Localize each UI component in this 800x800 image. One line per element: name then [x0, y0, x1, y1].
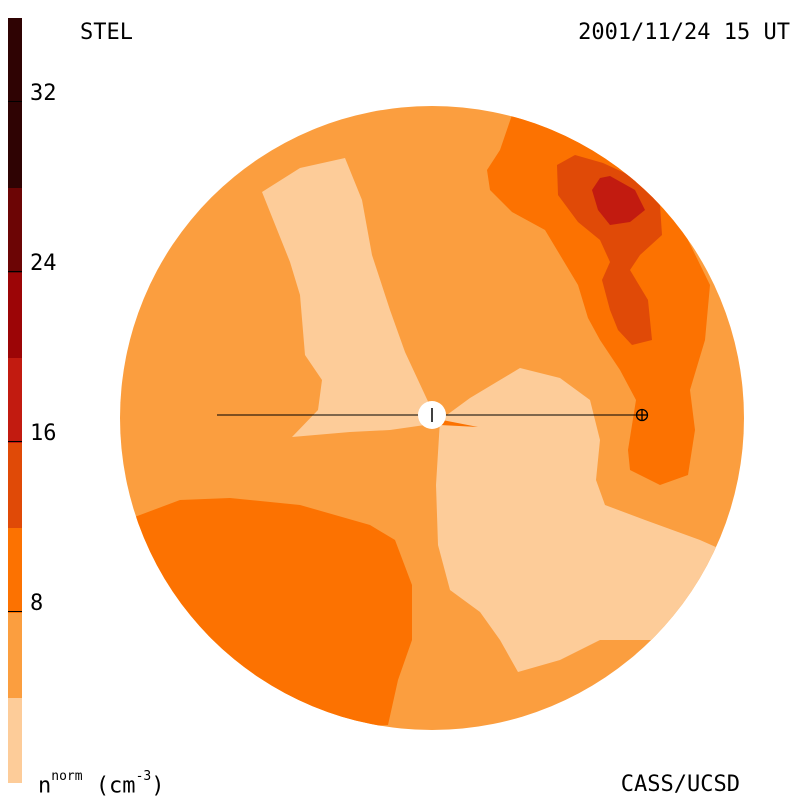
colorbar-band-0-4 — [8, 698, 22, 783]
instrument-label: STEL — [80, 20, 133, 45]
tick-line-8 — [8, 611, 22, 612]
tick-line-24 — [8, 271, 22, 272]
colorbar-band-28-36 — [8, 18, 22, 188]
unit-sup: norm — [51, 769, 83, 784]
unit-label: nnorm (cm-3) — [38, 770, 165, 799]
unit-close: ) — [151, 773, 165, 799]
datetime-label: 2001/11/24 15 UT — [578, 20, 790, 45]
colorbar-band-4-8 — [8, 613, 22, 698]
colorbar-band-12-16 — [8, 443, 22, 528]
tick-line-32 — [8, 101, 22, 102]
tick-label-32: 32 — [30, 81, 57, 106]
colorbar-band-24-28 — [8, 188, 22, 273]
colorbar-band-16-20 — [8, 358, 22, 443]
colorbar — [8, 18, 22, 783]
low-density-region-lower — [436, 368, 744, 700]
earth-icon — [635, 408, 649, 422]
tick-label-16: 16 — [30, 421, 57, 446]
low-density-region-upper — [262, 158, 432, 437]
credit-label: CASS/UCSD — [620, 772, 740, 797]
unit-base: n — [38, 773, 52, 799]
colorbar-band-8-12 — [8, 528, 22, 613]
peak-density-region — [592, 176, 645, 225]
colorbar-band-20-24 — [8, 273, 22, 358]
medium-density-region-lower-left — [120, 498, 412, 730]
unit-exp: -3 — [135, 769, 152, 784]
tick-label-24: 24 — [30, 251, 57, 276]
unit-paren: (cm — [95, 773, 136, 799]
tick-label-8: 8 — [30, 591, 44, 616]
tick-line-16 — [8, 441, 22, 442]
